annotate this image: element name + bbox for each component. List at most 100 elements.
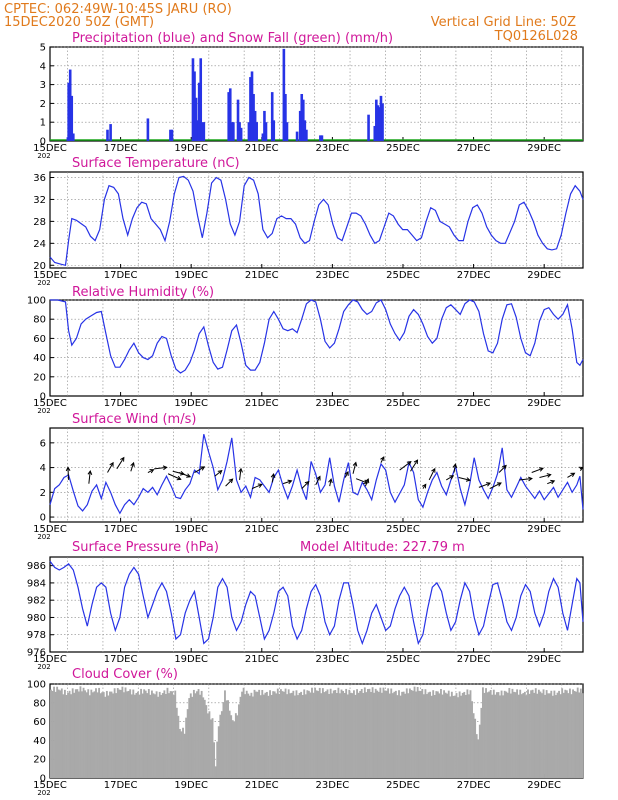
rh-xtick-label: 19DEC	[174, 398, 208, 409]
cloud-bar	[565, 690, 568, 778]
cloud-bar	[91, 692, 94, 778]
cloud-bar	[202, 697, 205, 778]
wind-arrowhead	[130, 461, 135, 467]
precip-bar	[202, 122, 206, 141]
precip-bar	[378, 107, 381, 141]
precip-bar	[106, 129, 109, 141]
wind-arrow	[410, 459, 418, 472]
cloud-ytick-label: 20	[33, 755, 46, 766]
cloud-bar	[239, 696, 242, 778]
cloud-bar	[472, 713, 475, 778]
wind-ytick-label: 4	[40, 463, 46, 474]
precip-bar	[270, 92, 274, 141]
cloud-bar	[569, 688, 571, 778]
cloud-bar	[272, 691, 275, 778]
wind-frame	[49, 427, 584, 523]
rh-title: Relative Humidity (%)	[72, 285, 214, 300]
wind-arrowhead	[380, 456, 385, 462]
cloud-bar	[177, 715, 180, 778]
cloud-bar	[290, 692, 293, 778]
cloud-bar	[286, 694, 289, 778]
wind-arrowhead	[421, 483, 427, 489]
precip-xtick-label: 17DEC	[104, 143, 138, 154]
precip-bar	[282, 48, 286, 141]
cloud-bar	[270, 694, 273, 778]
cloud-bar	[438, 693, 441, 778]
cloud-bar	[497, 692, 500, 778]
cloud-bar	[74, 689, 77, 778]
cloud-bar	[303, 689, 306, 778]
cloud-bar	[217, 726, 220, 778]
cloud-bar	[488, 691, 491, 778]
cloud-bar	[76, 689, 79, 778]
cloud-bar	[252, 696, 254, 778]
cloud-bar	[250, 692, 253, 778]
cloud-bar	[505, 691, 508, 778]
cloud-bar	[520, 694, 523, 778]
wind-arrowhead	[87, 470, 93, 475]
cloud-bar	[485, 688, 487, 778]
cloud-bar	[525, 695, 528, 778]
cloud-bar	[219, 714, 222, 778]
header-date: 15DEC2020 50Z (GMT)	[4, 15, 154, 30]
cloud-ytick-label: 0	[40, 774, 46, 785]
cloud-bar	[449, 696, 452, 778]
wind-arrow	[445, 475, 454, 481]
temp-xtick-label: 25DEC	[386, 270, 420, 281]
cloud-bar	[340, 689, 343, 778]
cloud-xtick-label: 15DEC	[33, 780, 67, 791]
precip-bar	[196, 120, 199, 141]
wind-series-line	[49, 434, 584, 515]
wind-arrow	[428, 468, 436, 481]
press-ytick-label: 978	[27, 630, 46, 641]
cloud-bar	[382, 687, 385, 778]
cloud-bar	[371, 687, 374, 778]
cloud-xtick-label: 25DEC	[386, 780, 420, 791]
cloud-bar	[306, 690, 309, 778]
cloud-bar	[480, 707, 483, 778]
cloud-bar	[99, 693, 102, 778]
precip-bar	[305, 129, 308, 141]
wind-arrowhead	[186, 473, 192, 478]
cloud-bar	[387, 688, 390, 778]
precip-bar	[228, 88, 232, 141]
wind-arrowhead	[238, 467, 243, 473]
cloud-bar	[205, 705, 208, 778]
cloud-bar	[121, 686, 124, 778]
rh-xtick-label: 27DEC	[457, 398, 491, 409]
wind-arrow	[116, 457, 125, 470]
cloud-bar	[365, 692, 368, 778]
wind-xtick-label: 23DEC	[316, 524, 350, 535]
cloud-bar	[556, 692, 559, 778]
cloud-bar	[481, 687, 484, 778]
precip-xtick-label: 21DEC	[245, 143, 279, 154]
cloud-bar	[283, 691, 285, 778]
cloud-bar	[385, 690, 388, 778]
press-xtick-label: 15DEC	[33, 654, 67, 665]
wind-arrowhead	[228, 478, 234, 484]
cloud-bar	[225, 700, 228, 778]
precip-bar	[230, 122, 234, 141]
cloud-bar	[73, 692, 76, 778]
cloud-bar	[408, 688, 411, 778]
cloud-bar	[461, 692, 464, 778]
cloud-bar	[579, 688, 582, 778]
cloud-bar	[112, 693, 115, 778]
cloud-bar	[499, 695, 501, 778]
cloud-bar	[123, 692, 125, 778]
wind-arrow	[301, 481, 310, 489]
wind-arrow	[225, 478, 233, 487]
cloud-bar	[56, 686, 59, 778]
cloud-bar	[363, 687, 366, 778]
cloud-bar	[396, 695, 399, 778]
wind-arrowhead	[502, 464, 507, 470]
wind-arrowhead	[176, 475, 182, 481]
wind-arrow	[355, 478, 368, 484]
precip-bar	[253, 110, 257, 141]
cloud-xtick-label: 21DEC	[245, 780, 279, 791]
cloud-bar	[548, 693, 551, 778]
precip-bar	[300, 94, 304, 141]
cloud-bar	[362, 692, 365, 778]
cloud-bar	[297, 695, 299, 778]
